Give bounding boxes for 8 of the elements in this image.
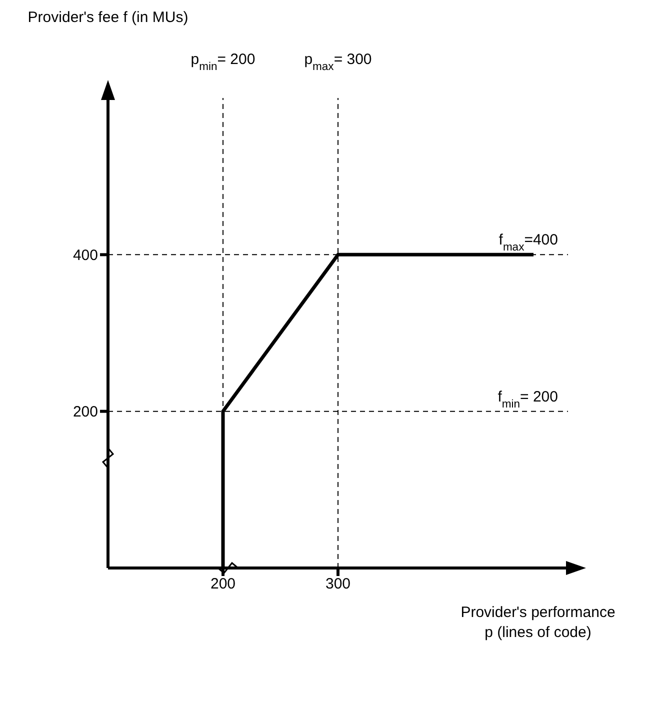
ref-line-label: f$_{max}$=400 <box>498 232 558 254</box>
y-tick-label: 400 <box>72 246 98 264</box>
y-axis-title: Provider's fee f (in MUs) <box>26 8 190 28</box>
ref-line-label: f$_{min}$= 200 <box>498 388 558 410</box>
x-tick-label: 300 <box>325 576 351 593</box>
ref-line-label: p$_{min}$= 200 <box>190 51 256 73</box>
x-axis-title: Provider's performance p (lines of code) <box>460 603 616 643</box>
ref-line-label: p$_{max}$= 300 <box>304 51 372 73</box>
